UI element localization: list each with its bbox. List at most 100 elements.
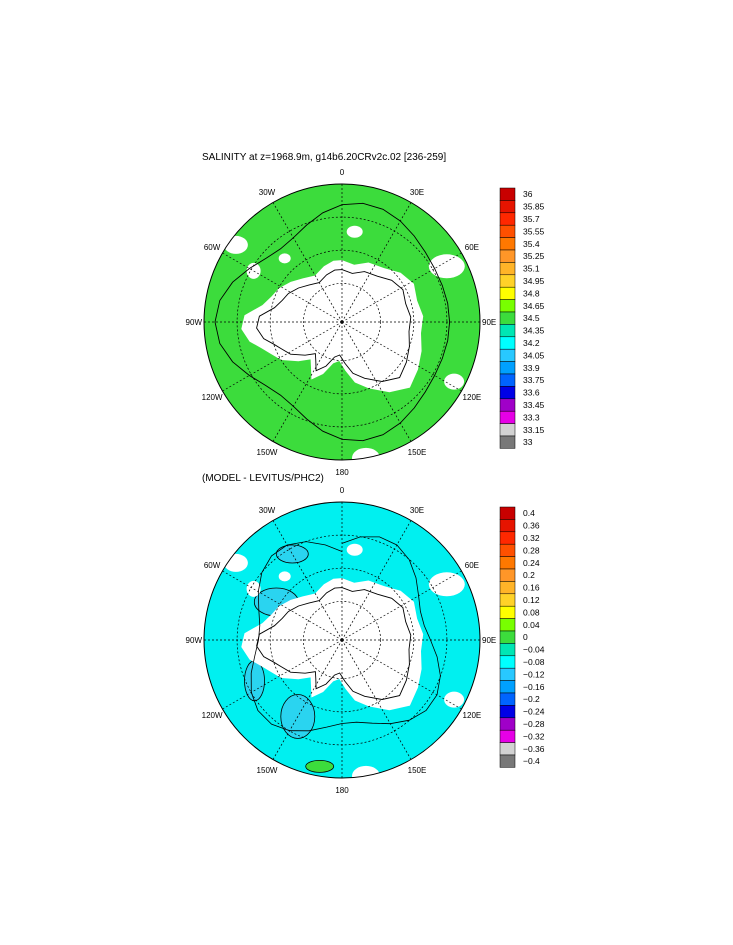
colorbar-label: 33.3 bbox=[523, 412, 540, 422]
longitude-label: 60E bbox=[465, 243, 479, 252]
longitude-label: 60W bbox=[204, 243, 221, 252]
longitude-label: 30W bbox=[259, 188, 276, 197]
colorbar-swatch bbox=[499, 398, 516, 412]
meridian-line bbox=[341, 639, 412, 760]
colorbar-label: −0.4 bbox=[523, 756, 540, 766]
colorbar-swatch bbox=[499, 435, 516, 449]
longitude-label: 60E bbox=[465, 561, 479, 570]
colorbar-label: 35.7 bbox=[523, 214, 540, 224]
colorbar-label: 0.24 bbox=[523, 558, 540, 568]
longitude-label: 120W bbox=[202, 393, 223, 402]
colorbar-label: 34.05 bbox=[523, 350, 545, 360]
colorbar-swatch bbox=[499, 386, 516, 400]
panel2-title: (MODEL - LEVITUS/PHC2) bbox=[202, 473, 324, 484]
antarctica-coastline bbox=[256, 269, 412, 382]
colorbar-swatch bbox=[499, 742, 516, 756]
colorbar-label: −0.12 bbox=[523, 669, 545, 679]
meridian-line bbox=[341, 639, 462, 710]
colorbar-swatch bbox=[499, 543, 516, 557]
colorbar-swatch bbox=[499, 286, 516, 300]
colorbar-swatch bbox=[499, 274, 516, 288]
colorbar-label: −0.36 bbox=[523, 744, 545, 754]
colorbar-label: −0.08 bbox=[523, 657, 545, 667]
meridian-line bbox=[222, 570, 343, 641]
no-data-region bbox=[444, 691, 465, 708]
no-data-region bbox=[278, 571, 291, 582]
no-data-region bbox=[246, 262, 261, 279]
no-data-region bbox=[346, 543, 363, 556]
colorbar-label: 35.85 bbox=[523, 202, 545, 212]
colorbar-label: 34.35 bbox=[523, 326, 545, 336]
colorbar-label: 0.32 bbox=[523, 533, 540, 543]
colorbar-swatch bbox=[499, 262, 516, 276]
longitude-label: 30W bbox=[259, 506, 276, 515]
colorbar-swatch bbox=[499, 605, 516, 619]
latitude-line bbox=[303, 601, 381, 679]
colorbar-swatch bbox=[499, 224, 516, 238]
no-data-region bbox=[278, 253, 291, 264]
colorbar-label: −0.32 bbox=[523, 731, 545, 741]
longitude-label: 90E bbox=[482, 636, 496, 645]
longitude-label: 30E bbox=[410, 188, 424, 197]
colorbar-swatch bbox=[499, 655, 516, 669]
colorbar-label: 0.28 bbox=[523, 545, 540, 555]
colorbar-label: 0.12 bbox=[523, 595, 540, 605]
colorbar-label: 35.1 bbox=[523, 264, 540, 274]
colorbar-swatch bbox=[499, 717, 516, 731]
colorbar-swatch bbox=[499, 187, 516, 201]
colorbar-swatch bbox=[499, 348, 516, 362]
panel1-title: SALINITY at z=1968.9m, g14b6.20CRv2c.02 … bbox=[202, 152, 447, 163]
longitude-label: 120E bbox=[463, 711, 482, 720]
anomaly-patch bbox=[275, 544, 309, 564]
colorbar-label: −0.04 bbox=[523, 645, 545, 655]
colorbar-swatch bbox=[499, 249, 516, 263]
longitude-label: 120W bbox=[202, 711, 223, 720]
meridian-line bbox=[272, 639, 343, 760]
colorbar-label: −0.16 bbox=[523, 682, 545, 692]
colorbar-swatch bbox=[499, 680, 516, 694]
meridian-line bbox=[341, 252, 462, 323]
colorbar-label: 36 bbox=[523, 189, 533, 199]
longitude-label: 0 bbox=[340, 168, 345, 177]
longitude-label: 120E bbox=[463, 393, 482, 402]
colorbar-swatch bbox=[499, 729, 516, 743]
longitude-label: 90W bbox=[186, 318, 203, 327]
colorbar-label: 34.2 bbox=[523, 338, 540, 348]
longitude-label: 150W bbox=[257, 448, 278, 457]
colorbar-swatch bbox=[499, 361, 516, 375]
latitude-line bbox=[269, 567, 415, 713]
longitude-label: 90E bbox=[482, 318, 496, 327]
meridian-line bbox=[222, 321, 343, 392]
colorbar-swatch bbox=[499, 299, 516, 313]
colorbar-swatch bbox=[499, 212, 516, 226]
colorbar-swatch bbox=[499, 423, 516, 437]
colorbar-swatch bbox=[499, 593, 516, 607]
no-data-region bbox=[428, 572, 465, 597]
meridian-line bbox=[222, 639, 343, 710]
colorbar-label: −0.2 bbox=[523, 694, 540, 704]
colorbar-label: 34.95 bbox=[523, 276, 545, 286]
no-data-region bbox=[246, 580, 261, 597]
colorbar-label: 33.45 bbox=[523, 400, 545, 410]
longitude-label: 150W bbox=[257, 766, 278, 775]
map-border bbox=[203, 183, 481, 461]
colorbar-label: 34.5 bbox=[523, 313, 540, 323]
colorbar-label: 34.8 bbox=[523, 288, 540, 298]
colorbar-swatch bbox=[499, 311, 516, 325]
meridian-line bbox=[272, 520, 343, 641]
colorbar-swatch bbox=[499, 336, 516, 350]
meridian-line bbox=[341, 570, 462, 641]
colorbar-label: 0.16 bbox=[523, 583, 540, 593]
colorbar-swatch bbox=[499, 667, 516, 681]
colorbar-label: 35.25 bbox=[523, 251, 545, 261]
colorbar-label: 0.2 bbox=[523, 570, 535, 580]
longitude-label: 90W bbox=[186, 636, 203, 645]
colorbar-label: 35.55 bbox=[523, 226, 545, 236]
colorbar-label: 33.6 bbox=[523, 388, 540, 398]
meridian-line bbox=[272, 202, 343, 323]
colorbar-swatch bbox=[499, 705, 516, 719]
latitude-line bbox=[303, 283, 381, 361]
colorbar-swatch bbox=[499, 519, 516, 533]
colorbar-swatch bbox=[499, 556, 516, 570]
